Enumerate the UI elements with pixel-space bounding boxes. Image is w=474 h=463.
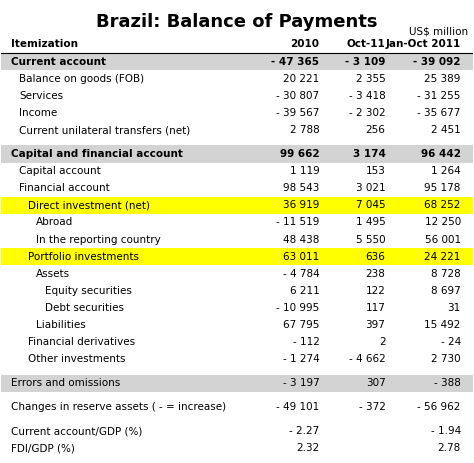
Text: 6 211: 6 211 [290, 286, 319, 296]
Text: Itemization: Itemization [11, 39, 78, 50]
Text: - 2.27: - 2.27 [289, 426, 319, 436]
Text: 2.32: 2.32 [296, 444, 319, 453]
Text: - 30 807: - 30 807 [276, 91, 319, 101]
Text: 1 264: 1 264 [431, 166, 461, 176]
Text: Brazil: Balance of Payments: Brazil: Balance of Payments [96, 13, 378, 31]
Text: 117: 117 [365, 303, 385, 313]
Text: Financial derivatives: Financial derivatives [28, 338, 135, 347]
Text: 397: 397 [365, 320, 385, 330]
Text: 8 697: 8 697 [431, 286, 461, 296]
Text: 2 451: 2 451 [431, 125, 461, 135]
Text: 256: 256 [365, 125, 385, 135]
Text: Abroad: Abroad [36, 218, 73, 227]
Text: Direct investment (net): Direct investment (net) [28, 200, 150, 210]
Text: - 3 197: - 3 197 [283, 378, 319, 388]
Text: - 49 101: - 49 101 [276, 402, 319, 413]
Text: 99 662: 99 662 [280, 149, 319, 159]
Text: 12 250: 12 250 [425, 218, 461, 227]
Text: US$ million: US$ million [409, 27, 468, 37]
Bar [1, 53, 473, 70]
Text: Errors and omissions: Errors and omissions [11, 378, 120, 388]
Text: FDI/GDP (%): FDI/GDP (%) [11, 444, 75, 453]
Text: 15 492: 15 492 [424, 320, 461, 330]
Text: 307: 307 [365, 378, 385, 388]
Text: - 372: - 372 [358, 402, 385, 413]
Text: Capital account: Capital account [19, 166, 101, 176]
Text: - 39 567: - 39 567 [276, 108, 319, 118]
Text: 24 221: 24 221 [424, 252, 461, 262]
Text: 48 438: 48 438 [283, 235, 319, 244]
Text: - 3 418: - 3 418 [349, 91, 385, 101]
Text: - 10 995: - 10 995 [276, 303, 319, 313]
Text: - 4 662: - 4 662 [349, 355, 385, 364]
Bar [1, 197, 473, 214]
Text: 636: 636 [365, 252, 385, 262]
Text: - 1.94: - 1.94 [430, 426, 461, 436]
Text: - 112: - 112 [292, 338, 319, 347]
Text: 36 919: 36 919 [283, 200, 319, 210]
Text: 96 442: 96 442 [421, 149, 461, 159]
Text: 2 730: 2 730 [431, 355, 461, 364]
Text: - 35 677: - 35 677 [418, 108, 461, 118]
Text: 7 045: 7 045 [356, 200, 385, 210]
Text: Other investments: Other investments [28, 355, 125, 364]
Text: 20 221: 20 221 [283, 74, 319, 84]
Bar [1, 375, 473, 392]
Text: 63 011: 63 011 [283, 252, 319, 262]
Text: - 4 784: - 4 784 [283, 269, 319, 279]
Text: Services: Services [19, 91, 64, 101]
Text: Jan-Oct 2011: Jan-Oct 2011 [385, 39, 461, 50]
Bar [1, 145, 473, 163]
Text: Debt securities: Debt securities [45, 303, 124, 313]
Text: 25 389: 25 389 [424, 74, 461, 84]
Text: Equity securities: Equity securities [45, 286, 132, 296]
Text: - 2 302: - 2 302 [349, 108, 385, 118]
Bar [1, 248, 473, 265]
Text: - 31 255: - 31 255 [418, 91, 461, 101]
Text: 67 795: 67 795 [283, 320, 319, 330]
Text: - 39 092: - 39 092 [413, 56, 461, 67]
Text: 95 178: 95 178 [424, 183, 461, 193]
Text: 5 550: 5 550 [356, 235, 385, 244]
Text: 98 543: 98 543 [283, 183, 319, 193]
Text: - 11 519: - 11 519 [276, 218, 319, 227]
Text: - 56 962: - 56 962 [418, 402, 461, 413]
Text: Oct-11: Oct-11 [346, 39, 385, 50]
Text: - 3 109: - 3 109 [345, 56, 385, 67]
Text: Capital and financial account: Capital and financial account [11, 149, 182, 159]
Text: 2.78: 2.78 [438, 444, 461, 453]
Text: Financial account: Financial account [19, 183, 110, 193]
Text: 31: 31 [447, 303, 461, 313]
Text: 8 728: 8 728 [431, 269, 461, 279]
Text: In the reporting country: In the reporting country [36, 235, 161, 244]
Text: - 1 274: - 1 274 [283, 355, 319, 364]
Text: Current account: Current account [11, 56, 106, 67]
Text: - 388: - 388 [434, 378, 461, 388]
Text: 3 174: 3 174 [353, 149, 385, 159]
Text: 3 021: 3 021 [356, 183, 385, 193]
Text: 68 252: 68 252 [424, 200, 461, 210]
Text: Current account/GDP (%): Current account/GDP (%) [11, 426, 142, 436]
Text: Balance on goods (FOB): Balance on goods (FOB) [19, 74, 145, 84]
Text: 153: 153 [365, 166, 385, 176]
Text: 2: 2 [379, 338, 385, 347]
Text: Current unilateral transfers (net): Current unilateral transfers (net) [19, 125, 191, 135]
Text: 238: 238 [365, 269, 385, 279]
Text: 122: 122 [365, 286, 385, 296]
Text: 1 495: 1 495 [356, 218, 385, 227]
Text: Portfolio investments: Portfolio investments [28, 252, 139, 262]
Text: Changes in reserve assets ( - = increase): Changes in reserve assets ( - = increase… [11, 402, 226, 413]
Text: Assets: Assets [36, 269, 70, 279]
Text: 56 001: 56 001 [425, 235, 461, 244]
Text: - 47 365: - 47 365 [272, 56, 319, 67]
Text: Income: Income [19, 108, 57, 118]
Text: 2 788: 2 788 [290, 125, 319, 135]
Text: 2 355: 2 355 [356, 74, 385, 84]
Text: Liabilities: Liabilities [36, 320, 86, 330]
Text: 2010: 2010 [291, 39, 319, 50]
Text: 1 119: 1 119 [290, 166, 319, 176]
Text: - 24: - 24 [440, 338, 461, 347]
